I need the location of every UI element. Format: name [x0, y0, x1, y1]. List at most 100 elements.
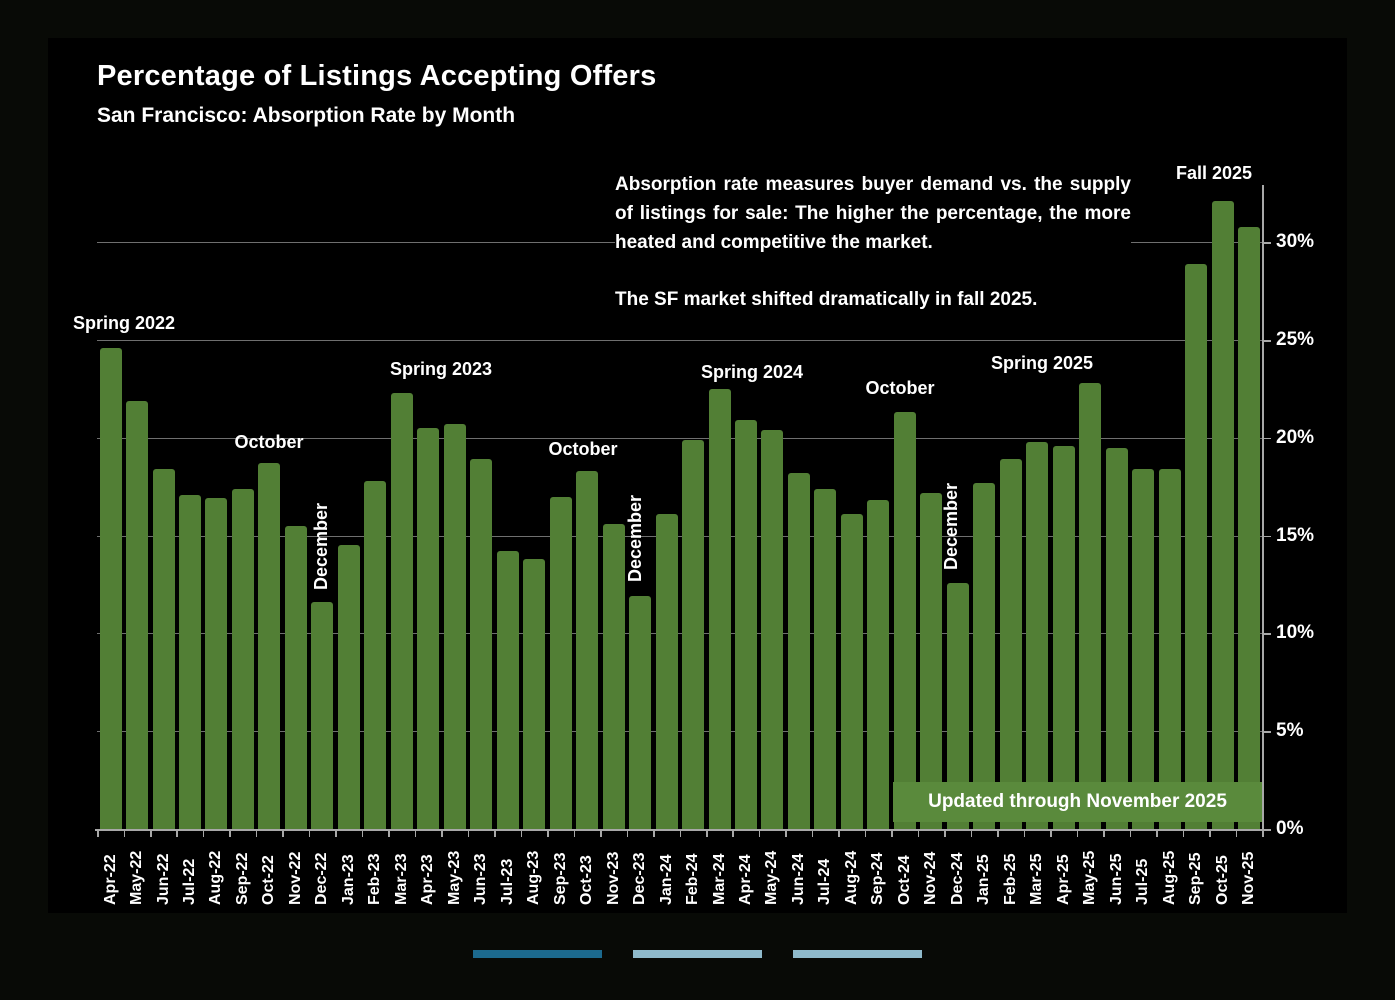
x-axis-label-Jul-25: Jul-25	[1134, 858, 1152, 905]
x-axis-tick	[467, 831, 470, 837]
x-axis-tick	[547, 831, 549, 837]
y-axis-label-10%: 10%	[1276, 622, 1315, 644]
y-axis-label-25%: 25%	[1276, 329, 1315, 350]
x-axis-label-Aug-23: Aug-23	[525, 850, 543, 905]
page-subtitle: San Francisco: Absorption Rate by Month	[97, 104, 516, 127]
x-axis-label-Aug-22: Aug-22	[207, 850, 225, 905]
bar-Dec-22	[311, 602, 334, 829]
bar-Apr-24	[734, 420, 757, 829]
bar-Feb-25	[999, 459, 1022, 829]
gridline-20pct	[97, 437, 1262, 439]
x-axis-label-Aug-24: Aug-24	[842, 850, 860, 905]
bar-Dec-24	[946, 582, 969, 829]
x-axis-tick	[1209, 831, 1211, 837]
x-axis-label-Oct-25: Oct-25	[1213, 855, 1231, 905]
x-axis-tick	[838, 831, 840, 837]
bar-Jan-24	[655, 514, 678, 829]
x-axis-tick	[520, 831, 523, 837]
x-axis-label-Dec-24: Dec-24	[948, 852, 966, 905]
x-axis-tick	[494, 831, 496, 837]
bar-Jan-23	[337, 545, 360, 829]
x-axis-tick	[1182, 831, 1185, 837]
x-axis-tick	[600, 831, 602, 837]
x-axis-label-Jun-25: Jun-25	[1107, 853, 1125, 905]
x-axis-tick	[1103, 831, 1105, 837]
bar-Sep-23	[549, 496, 572, 829]
y-axis-label-15%: 15%	[1276, 524, 1315, 546]
x-axis-label-Apr-23: Apr-23	[419, 854, 437, 905]
bar-May-23	[443, 424, 466, 829]
chart-slide: Percentage of Listings Accepting Offers …	[48, 38, 1347, 913]
x-axis-label-Jul-22: Jul-22	[180, 858, 198, 905]
annotation-label-fall-2025: Fall 2025	[1175, 163, 1253, 183]
x-axis-tick	[255, 831, 258, 837]
bar-Aug-24	[840, 514, 863, 829]
x-axis-tick	[1235, 831, 1237, 837]
y-axis-tick	[1262, 340, 1271, 342]
x-axis-tick	[1023, 831, 1026, 837]
x-axis-label-Jan-24: Jan-24	[657, 854, 675, 905]
x-axis-tick	[123, 831, 125, 837]
x-axis-label-Sep-23: Sep-23	[551, 852, 569, 905]
x-axis-tick	[361, 831, 364, 837]
x-axis-tick	[1262, 831, 1264, 837]
x-axis-label-Apr-24: Apr-24	[736, 854, 754, 905]
bar-Nov-23	[602, 523, 625, 829]
annotation-label-december-Dec-22: December	[311, 502, 331, 590]
y-axis-line	[1262, 185, 1264, 831]
x-axis-label-Dec-22: Dec-22	[313, 852, 331, 905]
y-axis-label-20%: 20%	[1276, 426, 1315, 448]
x-axis-label-Aug-25: Aug-25	[1160, 850, 1178, 905]
bar-Jun-24	[787, 473, 810, 829]
x-axis-tick	[229, 831, 231, 837]
x-axis-label-Sep-24: Sep-24	[869, 852, 887, 905]
annotation-label-october: October	[234, 432, 304, 452]
y-axis-tick	[1262, 242, 1271, 244]
x-axis-tick	[997, 831, 999, 837]
gridline-15pct	[97, 535, 1262, 537]
bar-May-24	[761, 430, 784, 829]
x-axis-tick	[1129, 831, 1132, 837]
bar-Jul-24	[814, 488, 837, 829]
page-title: Percentage of Listings Accepting Offers	[97, 60, 657, 92]
annotation-label-october: October	[865, 378, 935, 398]
annotation-paragraph-1: Absorption rate measures buyer demand vs…	[615, 174, 1131, 253]
bar-Oct-25	[1211, 201, 1234, 829]
y-axis-tick	[1262, 437, 1271, 440]
bar-Feb-23	[364, 480, 387, 829]
bar-Jul-22	[178, 494, 201, 829]
x-axis-tick	[1156, 831, 1158, 837]
bar-Nov-24	[920, 492, 943, 829]
x-axis-label-Jun-23: Jun-23	[472, 853, 490, 905]
gridline-25pct	[97, 340, 1262, 341]
x-axis-tick	[1076, 831, 1079, 837]
annotation-label-spring-2025: Spring 2025	[990, 353, 1094, 373]
annotation-label-december-Dec-23: December	[625, 494, 645, 582]
bar-Mar-23	[390, 392, 413, 829]
x-axis-line	[95, 829, 1271, 831]
x-axis-label-Oct-22: Oct-22	[260, 855, 278, 905]
bar-Apr-23	[417, 428, 440, 829]
bar-Jun-25	[1105, 447, 1128, 829]
x-axis-tick	[706, 831, 708, 837]
x-axis-label-Oct-23: Oct-23	[578, 855, 596, 905]
x-axis-tick	[335, 831, 337, 837]
y-axis-label-0%: 0%	[1276, 818, 1304, 839]
bar-Mar-24	[708, 388, 731, 829]
bar-Jun-22	[152, 469, 175, 829]
bar-Aug-23	[523, 559, 546, 829]
x-axis-label-Mar-25: Mar-25	[1028, 853, 1046, 905]
bar-Dec-23	[629, 596, 651, 829]
bar-Nov-25	[1238, 226, 1260, 829]
footer-indicator-segment-1	[473, 950, 602, 958]
bar-Jan-25	[973, 482, 996, 829]
annotation-label-december-Dec-24: December	[941, 482, 961, 570]
x-axis-tick	[679, 831, 681, 837]
x-axis-tick	[97, 831, 99, 837]
bar-May-25	[1079, 383, 1102, 829]
bar-Nov-22	[284, 525, 307, 829]
x-axis-tick	[626, 831, 628, 837]
x-axis-tick	[150, 831, 152, 837]
bar-Oct-24	[893, 412, 916, 829]
